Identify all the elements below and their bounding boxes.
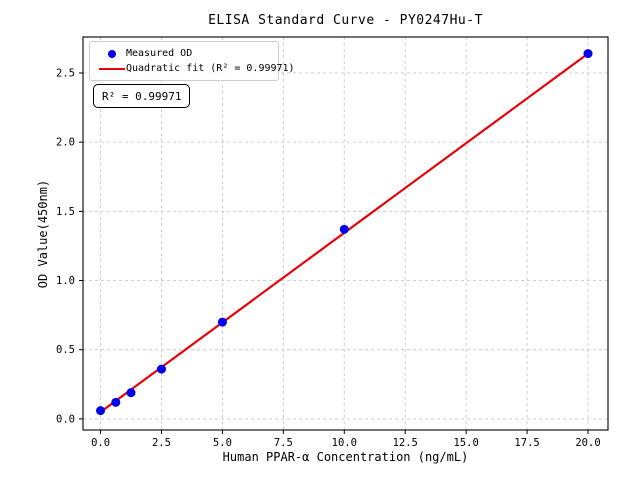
x-tick-label: 0.0 xyxy=(91,437,110,449)
y-tick-label: 1.5 xyxy=(56,206,75,218)
legend-item-quadratic-fit: Quadratic fit (R² = 0.99971) xyxy=(98,61,295,76)
y-axis-label: OD Value(450nm) xyxy=(36,179,50,289)
y-tick-label: 2.0 xyxy=(56,137,75,149)
data-point xyxy=(126,388,136,398)
x-tick-label: 7.5 xyxy=(274,437,293,449)
legend-label-measured-od: Measured OD xyxy=(126,48,193,59)
data-point xyxy=(96,406,106,416)
legend-label-quadratic-fit: Quadratic fit (R² = 0.99971) xyxy=(126,63,295,74)
data-point xyxy=(583,49,593,59)
line-marker-icon xyxy=(99,67,125,70)
x-tick-label: 12.5 xyxy=(393,437,418,449)
y-tick-label: 0.5 xyxy=(56,344,75,356)
data-point xyxy=(111,397,121,407)
x-tick-label: 15.0 xyxy=(453,437,478,449)
y-tick-label: 0.0 xyxy=(56,413,75,425)
legend-item-measured-od: Measured OD xyxy=(98,46,270,61)
chart-title: ELISA Standard Curve - PY0247Hu-T xyxy=(208,13,483,28)
y-tick-label: 1.0 xyxy=(56,275,75,287)
legend: Measured OD Quadratic fit (R² = 0.99971) xyxy=(89,41,295,81)
x-axis-label: Human PPAR-α Concentration (ng/mL) xyxy=(222,450,469,464)
plot-border xyxy=(82,36,609,431)
data-point xyxy=(156,364,166,374)
x-tick-label: 17.5 xyxy=(514,437,539,449)
x-tick-label: 2.5 xyxy=(152,437,171,449)
y-tick-label: 2.5 xyxy=(56,67,75,79)
x-tick-label: 5.0 xyxy=(213,437,232,449)
x-tick-label: 10.0 xyxy=(332,437,357,449)
scatter-marker-icon xyxy=(108,49,116,58)
data-point xyxy=(217,317,227,327)
x-tick-label: 20.0 xyxy=(575,437,600,449)
r-squared-annotation: R² = 0.99971 xyxy=(93,84,191,108)
r-squared-text: R² = 0.99971 xyxy=(102,89,182,103)
data-point xyxy=(339,224,349,234)
